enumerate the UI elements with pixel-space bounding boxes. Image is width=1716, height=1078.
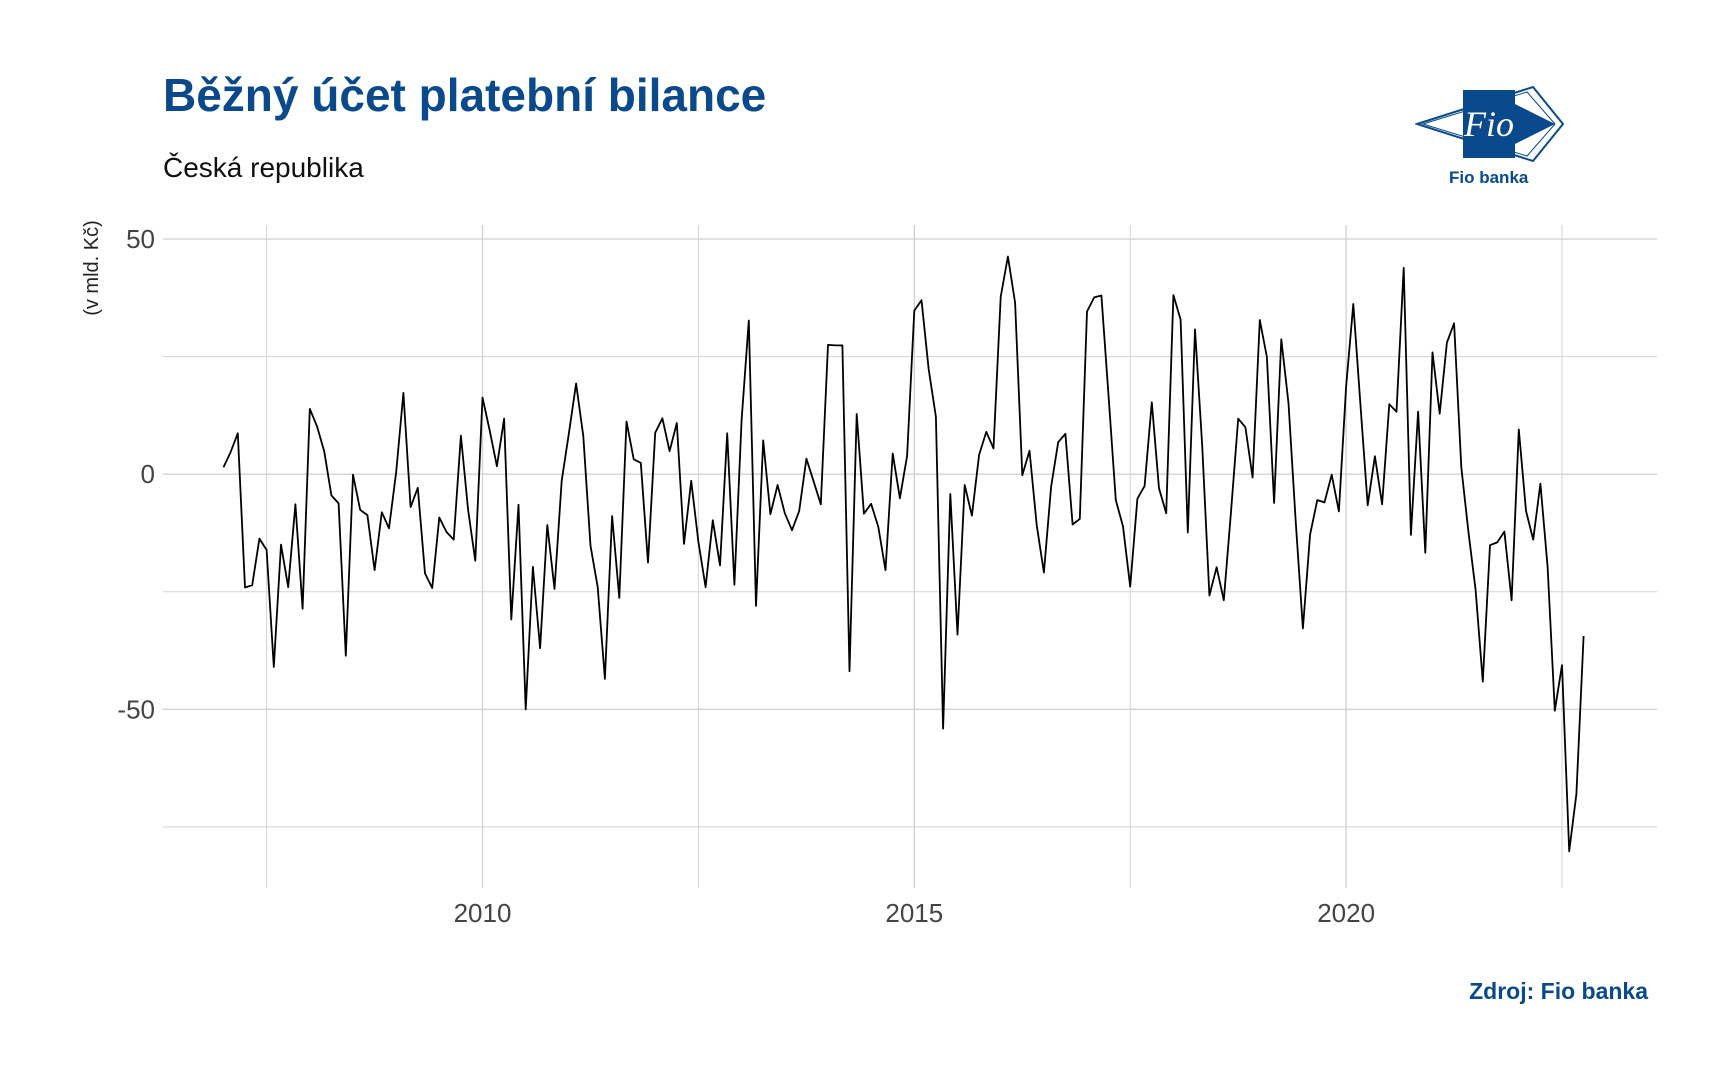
logo-caption: Fio banka	[1449, 168, 1529, 187]
source-note: Zdroj: Fio banka	[1469, 978, 1648, 1004]
x-tick-label: 2010	[454, 898, 512, 928]
chart-title: Běžný účet platební bilance	[163, 69, 767, 121]
chart-series	[222, 255, 1585, 853]
y-tick-label: -50	[117, 694, 155, 724]
y-tick-label: 50	[126, 224, 155, 254]
y-tick-label: 0	[141, 459, 155, 489]
logo-mark-text: Fio	[1463, 104, 1514, 144]
chart-subtitle: Česká republika	[163, 152, 364, 183]
chart-grid	[163, 225, 1657, 888]
series-line	[222, 255, 1585, 853]
x-tick-label: 2015	[885, 898, 943, 928]
chart-ticks: 50 0 -50 2010 2015 2020	[117, 224, 1375, 928]
y-axis-label: (v mld. Kč)	[81, 220, 103, 316]
fio-logo-icon: Fio	[1415, 85, 1565, 163]
x-tick-label: 2020	[1317, 898, 1375, 928]
